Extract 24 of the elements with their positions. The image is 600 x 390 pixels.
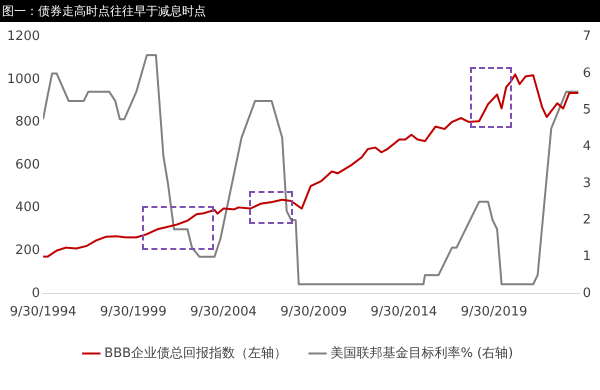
x-tick-label: 9/30/2009 — [280, 304, 348, 320]
x-tick-label: 9/30/2004 — [190, 304, 257, 320]
y-tick-label: 400 — [15, 200, 40, 216]
y2-tick-label: 5 — [582, 102, 592, 118]
x-tick-label: 9/30/1999 — [100, 304, 167, 320]
chart-title: 图一：债券走高时点往往早于减息时点 — [0, 0, 600, 22]
x-tick-label: 9/30/1994 — [10, 304, 76, 320]
y-tick-label: 1200 — [6, 29, 40, 44]
legend-label: BBB企业债总回报指数（左轴） — [104, 346, 288, 361]
y-tick-label: 200 — [15, 243, 40, 258]
y2-tick-label: 3 — [582, 176, 592, 191]
legend-label: 美国联邦基金目标利率% (右轴) — [330, 344, 514, 361]
x-tick-label: 9/30/2014 — [370, 304, 438, 320]
y2-tick-label: 1 — [582, 249, 592, 264]
y2-tick-label: 6 — [582, 66, 592, 81]
y2-tick-label: 7 — [582, 29, 592, 44]
y-tick-label: 600 — [15, 157, 40, 172]
y-tick-label: 0 — [32, 286, 40, 301]
y2-tick-label: 0 — [582, 286, 592, 301]
x-tick-label: 9/30/2019 — [460, 304, 528, 320]
y-tick-label: 1000 — [6, 72, 40, 87]
y2-tick-label: 2 — [582, 212, 592, 228]
y-tick-label: 800 — [15, 114, 40, 130]
y2-tick-label: 4 — [582, 139, 592, 154]
